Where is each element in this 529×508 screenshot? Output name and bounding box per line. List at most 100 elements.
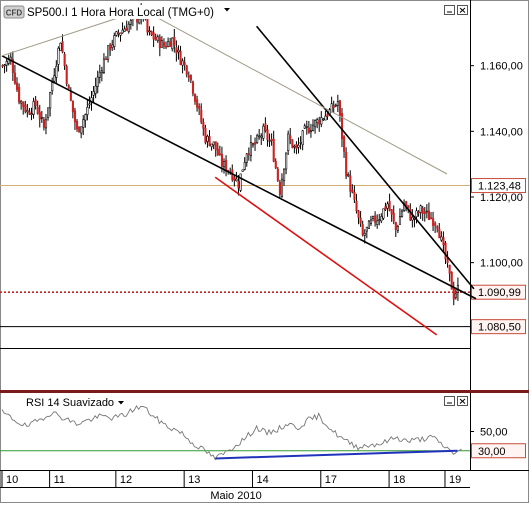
candle-body (450, 271, 453, 290)
candle (345, 147, 348, 180)
candle (287, 130, 290, 156)
rsi-title: RSI 14 Suavizado (26, 397, 114, 409)
rsi-dropdown-icon[interactable] (118, 401, 124, 405)
candle-body (374, 215, 377, 223)
candle (210, 143, 213, 151)
candle-body (127, 23, 130, 32)
candle (94, 77, 97, 99)
rsi-panel-button-minimize[interactable] (444, 396, 455, 406)
candle (222, 158, 226, 174)
candle (63, 51, 66, 70)
candle (53, 68, 56, 84)
candle-body (287, 133, 290, 152)
candle-body (436, 226, 439, 229)
candle (150, 30, 153, 37)
candle (51, 77, 54, 95)
candle (96, 70, 99, 94)
candle-body (113, 35, 116, 47)
candle-body (376, 220, 379, 225)
candle-body (32, 101, 35, 115)
day-tick-label: 14 (256, 474, 268, 486)
candle (11, 51, 14, 81)
day-tick-label: 10 (6, 474, 18, 486)
candle (394, 221, 397, 238)
rsi-line (1, 404, 462, 461)
candle-body (67, 85, 70, 89)
candle-body (336, 101, 339, 106)
candle (270, 133, 273, 146)
candle-body (150, 30, 153, 36)
candle (1, 64, 4, 68)
price-tick-label: 1.120,00 (480, 192, 523, 204)
candle-body (76, 121, 79, 130)
candle (243, 157, 246, 171)
candle-body (165, 45, 168, 48)
price-level-box (471, 319, 526, 335)
candle-body (71, 100, 74, 113)
candle-body (314, 120, 317, 128)
candle-body (30, 113, 33, 115)
candle-body (55, 65, 58, 78)
candle-body (220, 154, 224, 167)
candle-body (200, 109, 203, 123)
candle-body (338, 100, 342, 116)
rsi-panel: 50,00 30,00 (0, 404, 526, 461)
candle-body (334, 104, 337, 107)
candle-body (24, 104, 27, 112)
candle-body (65, 66, 68, 85)
candle (160, 36, 163, 48)
candle-body (367, 220, 370, 230)
candle (369, 215, 373, 226)
candle (436, 225, 439, 233)
candle-body (297, 144, 300, 148)
candle-body (171, 37, 174, 50)
candle-body (398, 216, 402, 225)
candle-body (94, 85, 97, 94)
price-tick-label: 1.140,00 (480, 126, 523, 138)
candle (309, 123, 313, 138)
candle (212, 141, 215, 150)
rsi-level-box (471, 443, 526, 459)
candle (198, 103, 201, 116)
candle (156, 34, 159, 43)
candle (44, 113, 48, 135)
candle-body (276, 168, 279, 181)
candle (268, 133, 271, 148)
candle-body (28, 111, 31, 115)
candle-body (34, 99, 37, 107)
price-axis-ticks: 1.100,00 1.120,00 1.140,00 1.160,00 (470, 61, 523, 270)
candle (359, 211, 362, 227)
candle (452, 281, 455, 306)
candle (390, 209, 393, 222)
candle (254, 137, 257, 151)
candle (189, 74, 192, 84)
day-tick-label: 17 (325, 474, 337, 486)
trendline-red (214, 176, 438, 336)
candle (15, 77, 19, 92)
candle (171, 37, 174, 52)
candle-body (73, 110, 77, 123)
main-panel-button-minimize[interactable] (444, 5, 455, 15)
price-tick-label: 1.160,00 (480, 61, 523, 73)
candle (396, 224, 399, 234)
candle-body (409, 208, 412, 221)
main-panel-button-close[interactable] (457, 5, 468, 15)
candle-body (44, 119, 48, 129)
candle (115, 30, 118, 37)
instrument-header[interactable]: CFD SP500.I 1 Hora Hora Local (TMG+0) (3, 5, 230, 19)
rsi-panel-button-close[interactable] (457, 396, 468, 406)
candle-body (417, 211, 420, 214)
candle (280, 173, 284, 198)
candle-body (359, 217, 362, 224)
candle-body (11, 59, 14, 73)
candle (276, 166, 279, 182)
candle-body (283, 168, 286, 182)
candle (316, 117, 319, 129)
candle-body (3, 64, 6, 67)
instrument-dropdown-icon[interactable] (224, 8, 230, 12)
candle-body (59, 42, 62, 51)
candle-body (148, 30, 151, 33)
candle-body (363, 232, 366, 236)
candle-body (425, 210, 428, 213)
